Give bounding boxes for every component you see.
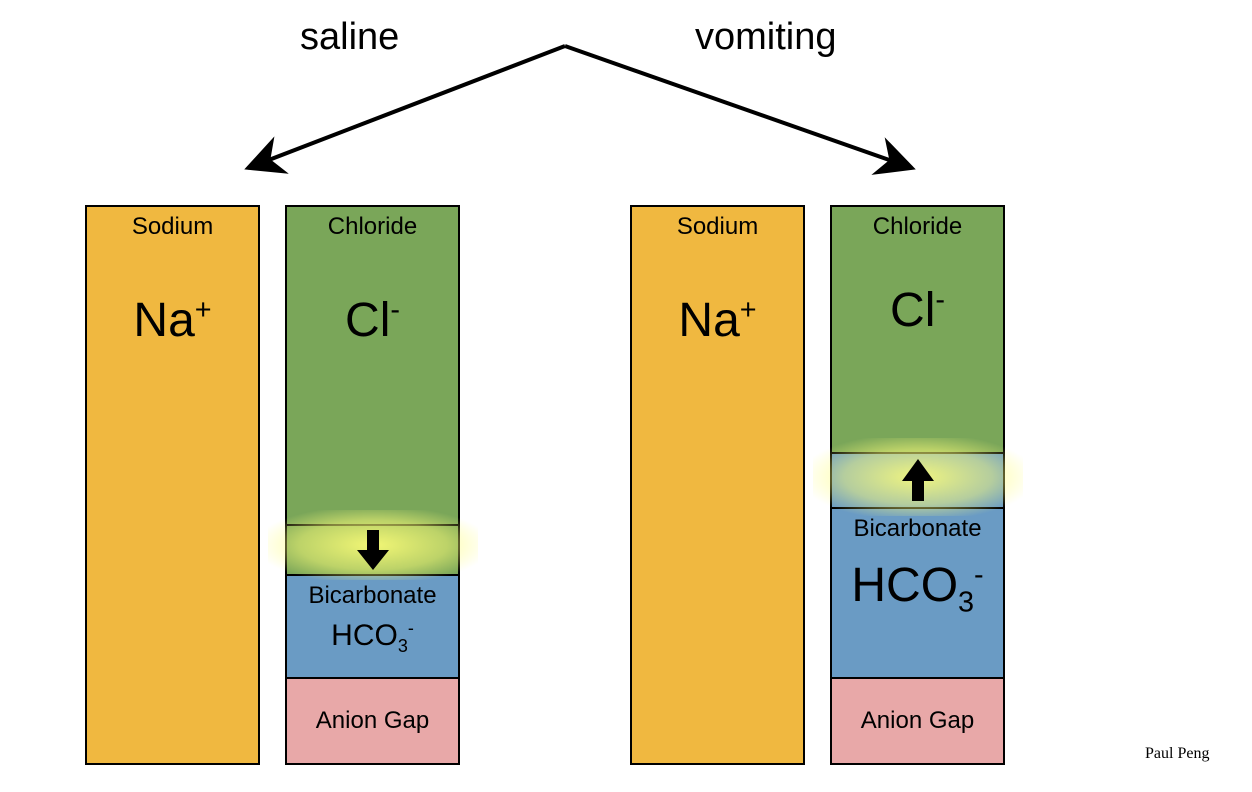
left-bicarbonate-segment: Bicarbonate HCO3-: [287, 574, 458, 677]
up-arrow-icon: [898, 457, 938, 503]
left-anion-stack: Chloride Cl- Bicarbonate HCO3- Anion Gap: [285, 205, 460, 765]
left-anion-gap-segment: Anion Gap: [287, 677, 458, 763]
right-sodium-label: Sodium: [632, 207, 803, 241]
right-sodium-bar: Sodium Na+: [630, 205, 805, 765]
left-sodium-label: Sodium: [87, 207, 258, 241]
left-bicarbonate-label: Bicarbonate: [287, 576, 458, 610]
left-chloride-extension: [287, 524, 458, 574]
right-bicarbonate-formula: HCO3-: [832, 561, 1003, 617]
right-bicarbonate-segment: Bicarbonate HCO3-: [832, 507, 1003, 677]
right-chloride-formula: Cl-: [832, 286, 1003, 335]
left-sodium-formula: Na+: [87, 296, 258, 345]
right-sodium-formula: Na+: [632, 296, 803, 345]
left-sodium-bar: Sodium Na+: [85, 205, 260, 765]
branch-arrows: [0, 0, 1252, 200]
right-chloride-label: Chloride: [832, 207, 1003, 241]
right-chloride-segment: Chloride Cl-: [832, 207, 1003, 452]
left-bicarbonate-formula: HCO3-: [287, 618, 458, 657]
right-anion-gap-segment: Anion Gap: [832, 677, 1003, 763]
right-anion-stack: Chloride Cl- Bicarbonate HCO3- Anion Gap: [830, 205, 1005, 765]
down-arrow-icon: [353, 528, 393, 572]
right-anion-gap-label: Anion Gap: [861, 707, 974, 735]
attribution-text: Paul Peng: [1145, 745, 1209, 763]
left-chloride-label: Chloride: [287, 207, 458, 241]
right-bicarbonate-label: Bicarbonate: [832, 509, 1003, 543]
right-bicarb-extension: [832, 452, 1003, 508]
left-anion-gap-label: Anion Gap: [316, 707, 429, 735]
left-chloride-segment: Chloride Cl-: [287, 207, 458, 524]
left-chloride-formula: Cl-: [287, 296, 458, 345]
